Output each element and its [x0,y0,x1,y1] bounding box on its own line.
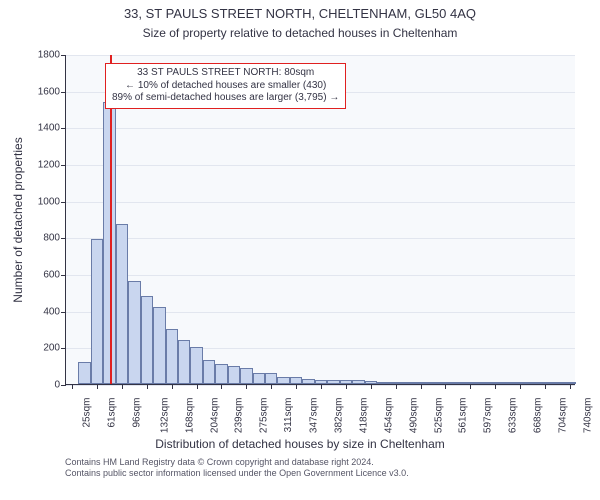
histogram-bar [215,364,227,384]
xtick-label: 239sqm [234,398,245,434]
histogram-bar [253,373,265,384]
xtick-mark [445,384,446,389]
gridline-h [66,202,575,203]
histogram-bar [402,382,414,384]
histogram-bar [166,329,178,384]
histogram-bar [302,379,314,385]
xtick-mark [246,384,247,389]
histogram-bar [327,380,339,384]
histogram-bar [190,347,202,384]
xtick-mark [346,384,347,389]
ytick-label: 1200 [38,160,66,171]
ytick-label: 200 [43,343,66,354]
xtick-mark [545,384,546,389]
histogram-bar [526,382,538,384]
gridline-h [66,275,575,276]
histogram-bar [203,360,215,384]
xtick-label: 454sqm [383,398,394,434]
annotation-box: 33 ST PAULS STREET NORTH: 80sqm ← 10% of… [105,63,346,109]
xtick-mark [271,384,272,389]
xtick-label: 525sqm [433,398,444,434]
histogram-bar [78,362,90,384]
ytick-label: 400 [43,306,66,317]
ytick-label: 1800 [38,50,66,61]
ytick-label: 1400 [38,123,66,134]
xtick-mark [197,384,198,389]
xtick-label: 311sqm [283,398,294,433]
histogram-bar [265,373,277,384]
histogram-bar [551,382,563,384]
histogram-bar [452,382,464,384]
histogram-bar [427,382,439,384]
xtick-mark [570,384,571,389]
ytick-label: 600 [43,270,66,281]
xtick-mark [122,384,123,389]
chart-container: { "chart": { "type": "histogram", "title… [0,0,600,500]
xtick-label: 347sqm [308,398,319,434]
chart-title: 33, ST PAULS STREET NORTH, CHELTENHAM, G… [0,6,600,21]
histogram-bar [128,281,140,384]
xtick-mark [321,384,322,389]
annotation-line2: ← 10% of detached houses are smaller (43… [112,80,339,93]
xtick-mark [296,384,297,389]
xtick-label: 382sqm [333,398,344,434]
histogram-bar [91,239,103,384]
annotation-line3: 89% of semi-detached houses are larger (… [112,92,339,105]
y-axis-label: Number of detached properties [11,137,25,302]
x-axis-label: Distribution of detached houses by size … [0,437,600,451]
xtick-label: 132sqm [159,398,170,434]
xtick-label: 204sqm [209,398,220,434]
xtick-label: 740sqm [582,398,593,434]
xtick-mark [470,384,471,389]
ytick-label: 800 [43,233,66,244]
ytick-label: 0 [54,380,66,391]
xtick-mark [172,384,173,389]
xtick-mark [520,384,521,389]
xtick-mark [97,384,98,389]
annotation-line1: 33 ST PAULS STREET NORTH: 80sqm [112,67,339,80]
xtick-label: 704sqm [557,398,568,434]
histogram-bar [141,296,153,384]
histogram-bar [501,382,513,384]
gridline-h [66,165,575,166]
xtick-label: 275sqm [259,398,270,434]
xtick-mark [221,384,222,389]
xtick-label: 96sqm [131,398,142,428]
xtick-mark [147,384,148,389]
histogram-bar [277,377,289,384]
histogram-bar [352,380,364,384]
histogram-bar [153,307,165,384]
gridline-h [66,55,575,56]
xtick-mark [421,384,422,389]
histogram-bar [240,368,252,385]
histogram-bar [116,224,128,384]
xtick-label: 418sqm [358,398,369,434]
chart-subtitle: Size of property relative to detached ho… [0,26,600,40]
footer-line1: Contains HM Land Registry data © Crown c… [65,457,409,468]
xtick-label: 25sqm [82,398,93,428]
xtick-label: 168sqm [184,398,195,434]
xtick-label: 61sqm [107,398,118,428]
xtick-label: 597sqm [483,398,494,434]
footer-line2: Contains public sector information licen… [65,468,409,479]
xtick-label: 561sqm [458,398,469,434]
xtick-mark [396,384,397,389]
ytick-label: 1000 [38,196,66,207]
xtick-mark [371,384,372,389]
histogram-bar [377,382,389,384]
footer-attribution: Contains HM Land Registry data © Crown c… [65,457,409,480]
xtick-mark [495,384,496,389]
xtick-label: 490sqm [408,398,419,434]
gridline-h [66,238,575,239]
histogram-bar [228,366,240,384]
histogram-bar [476,382,488,384]
gridline-h [66,128,575,129]
histogram-bar [290,377,302,384]
histogram-bar [178,340,190,384]
xtick-label: 633sqm [507,398,518,434]
xtick-label: 668sqm [532,398,543,434]
ytick-label: 1600 [38,86,66,97]
xtick-mark [72,384,73,389]
